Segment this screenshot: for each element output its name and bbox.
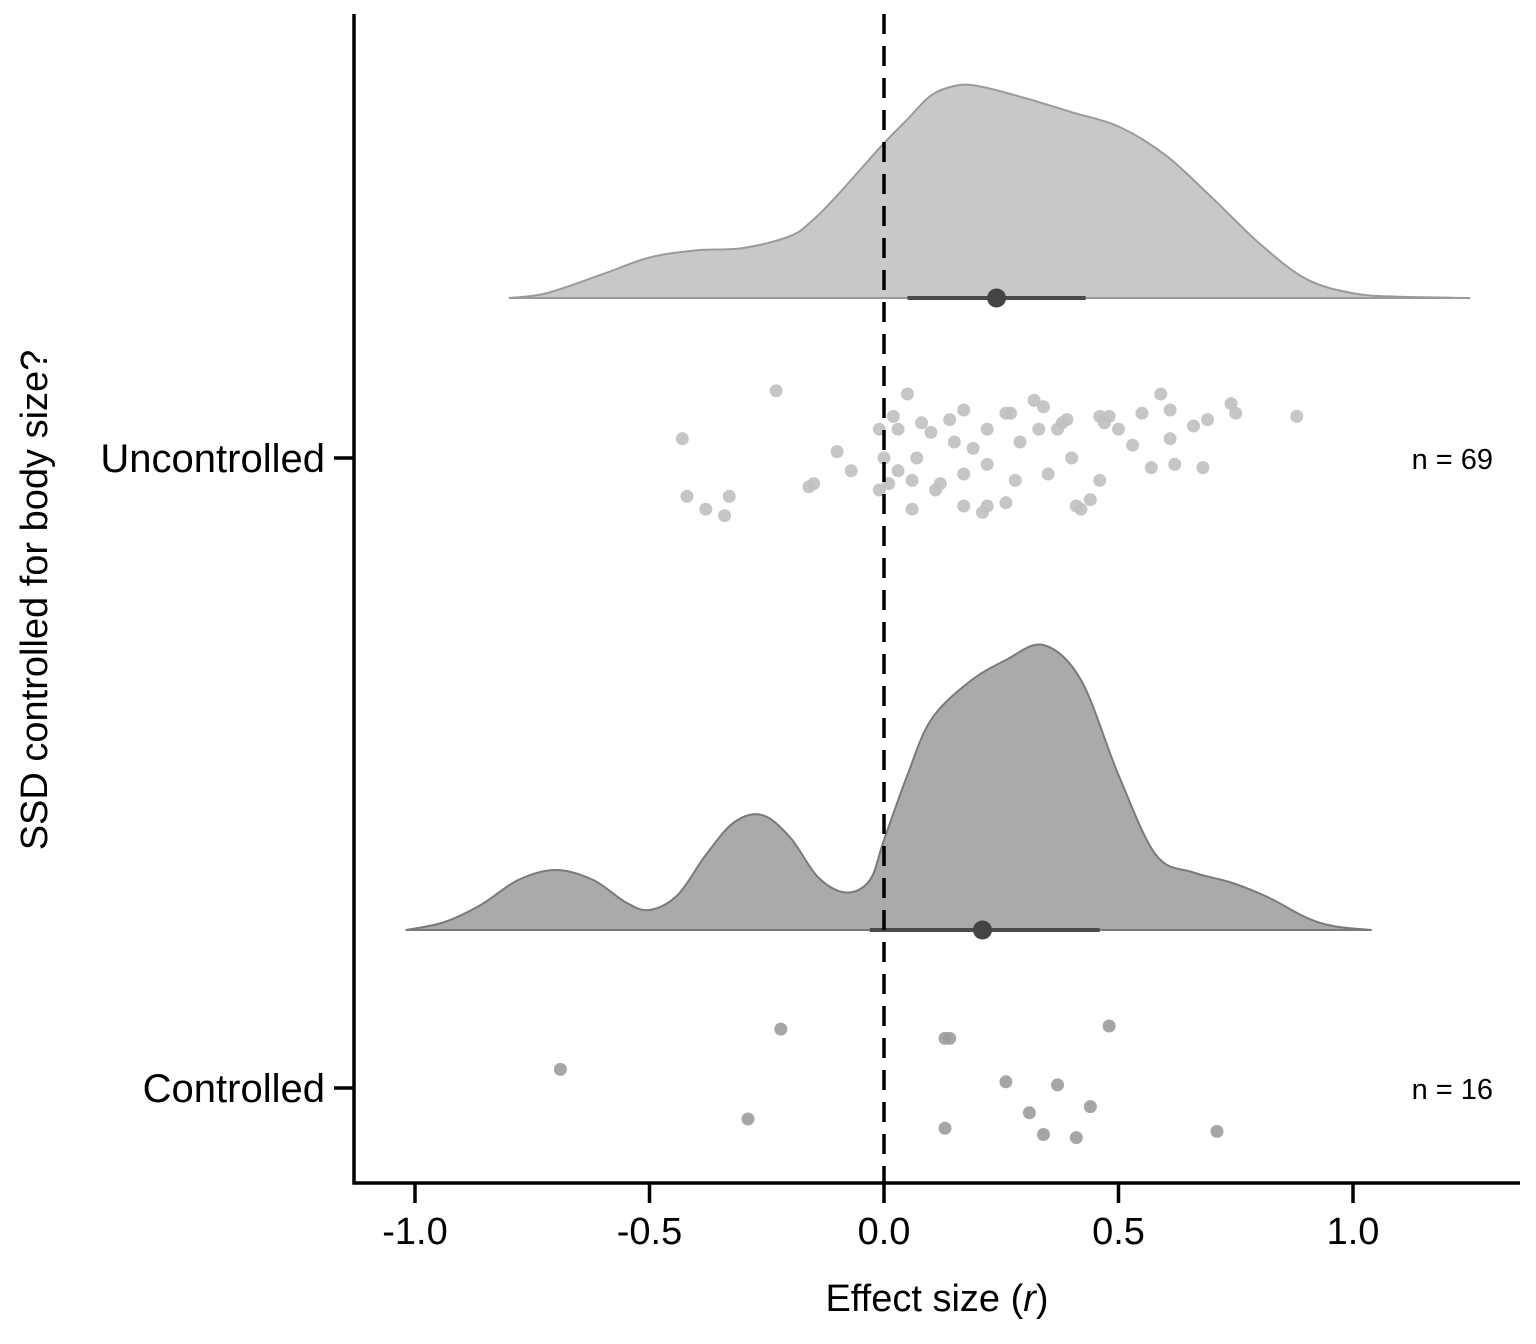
data-point-uncontrolled — [1074, 502, 1088, 516]
data-point-uncontrolled — [1051, 422, 1065, 436]
data-point-controlled — [1210, 1124, 1224, 1138]
data-point-uncontrolled — [1201, 413, 1215, 427]
data-point-controlled — [1069, 1131, 1083, 1145]
data-point-uncontrolled — [905, 502, 919, 516]
x-tick-label: 0.0 — [858, 1211, 911, 1253]
data-point-uncontrolled — [1290, 409, 1304, 423]
data-point-uncontrolled — [891, 422, 905, 436]
density-cloud-controlled — [405, 643, 1372, 931]
data-point-uncontrolled — [1144, 461, 1158, 475]
data-point-uncontrolled — [1168, 457, 1182, 471]
data-point-controlled — [1051, 1078, 1065, 1092]
data-point-uncontrolled — [999, 496, 1013, 510]
data-point-uncontrolled — [891, 464, 905, 478]
x-ticks: -1.0 -0.5 0.0 0.5 1.0 — [382, 1183, 1379, 1253]
data-point-uncontrolled — [1032, 422, 1046, 436]
data-point-uncontrolled — [1036, 400, 1050, 414]
data-point-uncontrolled — [1083, 493, 1097, 507]
data-point-uncontrolled — [975, 505, 989, 519]
category-label-uncontrolled: Uncontrolled — [100, 437, 325, 481]
data-point-uncontrolled — [910, 451, 924, 465]
data-point-uncontrolled — [1196, 461, 1210, 475]
data-point-uncontrolled — [924, 425, 938, 439]
data-point-uncontrolled — [886, 409, 900, 423]
data-point-uncontrolled — [900, 387, 914, 401]
data-point-uncontrolled — [943, 413, 957, 427]
category-label-controlled: Controlled — [143, 1067, 325, 1111]
data-point-uncontrolled — [915, 416, 929, 430]
x-tick-label: -1.0 — [382, 1211, 447, 1253]
x-axis-title-prefix: Effect size ( — [825, 1278, 1023, 1320]
n-label-uncontrolled: n = 69 — [1412, 444, 1493, 476]
density-cloud-uncontrolled — [508, 83, 1471, 299]
data-point-uncontrolled — [1126, 438, 1140, 452]
data-point-uncontrolled — [877, 451, 891, 465]
data-point-uncontrolled — [1229, 406, 1243, 420]
data-point-uncontrolled — [872, 483, 886, 497]
data-point-uncontrolled — [1163, 432, 1177, 446]
data-point-controlled — [1102, 1019, 1116, 1033]
density-layer — [405, 83, 1471, 931]
data-point-uncontrolled — [722, 489, 736, 503]
data-point-uncontrolled — [1163, 403, 1177, 417]
data-point-uncontrolled — [905, 473, 919, 487]
data-point-controlled — [938, 1121, 952, 1135]
x-axis-title-italic: r — [1023, 1278, 1037, 1320]
x-tick-label: -0.5 — [617, 1211, 682, 1253]
data-point-controlled — [1083, 1100, 1097, 1114]
summary-point-uncontrolled — [987, 288, 1007, 308]
data-point-uncontrolled — [1027, 393, 1041, 407]
data-point-uncontrolled — [980, 457, 994, 471]
summary-layer — [869, 288, 1100, 940]
data-point-uncontrolled — [699, 502, 713, 516]
data-point-uncontrolled — [1097, 416, 1111, 430]
data-point-controlled — [741, 1112, 755, 1126]
data-point-uncontrolled — [957, 467, 971, 481]
data-point-controlled — [1022, 1106, 1036, 1120]
data-point-controlled — [999, 1075, 1013, 1089]
data-point-uncontrolled — [718, 509, 732, 523]
data-point-uncontrolled — [802, 480, 816, 494]
x-tick-label: 1.0 — [1327, 1211, 1380, 1253]
x-axis-title: Effect size (r) — [825, 1278, 1048, 1320]
data-point-uncontrolled — [675, 432, 689, 446]
data-point-uncontrolled — [680, 489, 694, 503]
n-label-controlled: n = 16 — [1412, 1074, 1493, 1106]
data-point-uncontrolled — [1041, 467, 1055, 481]
data-point-uncontrolled — [999, 406, 1013, 420]
data-point-uncontrolled — [1065, 451, 1079, 465]
data-point-uncontrolled — [957, 499, 971, 513]
data-point-uncontrolled — [1187, 419, 1201, 433]
data-point-controlled — [553, 1062, 567, 1076]
axes-layer — [352, 14, 1520, 1185]
data-point-controlled — [943, 1031, 957, 1045]
data-point-uncontrolled — [1154, 387, 1168, 401]
data-point-controlled — [774, 1022, 788, 1036]
points-layer — [553, 384, 1304, 1145]
summary-point-controlled — [972, 920, 992, 940]
data-point-uncontrolled — [980, 422, 994, 436]
data-point-uncontrolled — [957, 403, 971, 417]
data-point-uncontrolled — [1093, 473, 1107, 487]
x-tick-label: 0.5 — [1092, 1211, 1145, 1253]
data-point-uncontrolled — [830, 445, 844, 459]
data-point-uncontrolled — [844, 464, 858, 478]
x-axis-title-suffix: ) — [1036, 1278, 1049, 1320]
data-point-uncontrolled — [1224, 397, 1238, 411]
data-point-uncontrolled — [929, 483, 943, 497]
data-point-uncontrolled — [947, 435, 961, 449]
category-labels: Uncontrolled n = 69 Controlled n = 16 — [100, 437, 1493, 1111]
data-point-uncontrolled — [1135, 406, 1149, 420]
y-axis-title: SSD controlled for body size? — [14, 350, 56, 851]
data-point-uncontrolled — [966, 441, 980, 455]
data-point-uncontrolled — [1008, 473, 1022, 487]
data-point-controlled — [1036, 1128, 1050, 1141]
data-point-uncontrolled — [1112, 422, 1125, 436]
data-point-uncontrolled — [769, 384, 783, 398]
data-point-uncontrolled — [1013, 435, 1027, 449]
